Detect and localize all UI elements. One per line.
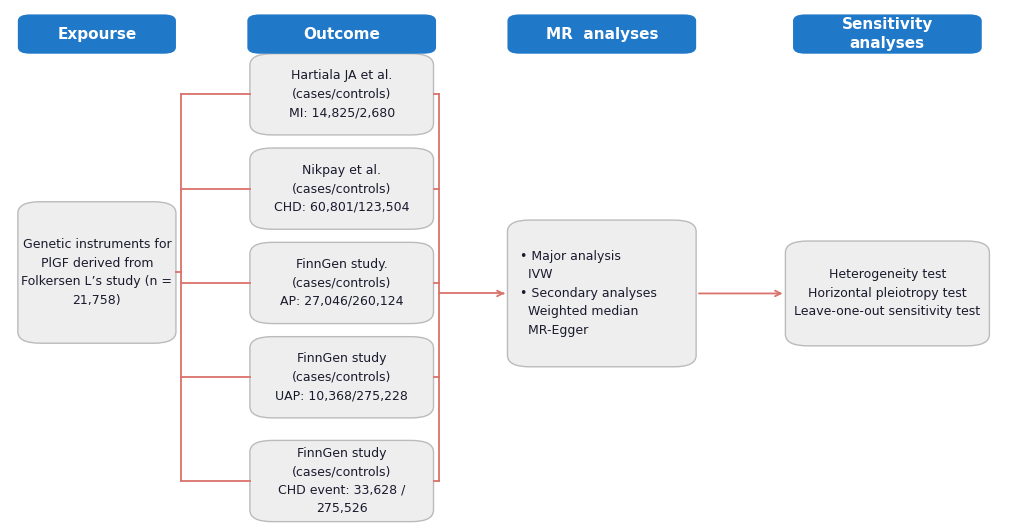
FancyBboxPatch shape bbox=[248, 14, 436, 54]
Text: Hartiala JA et al.
(cases/controls)
MI: 14,825/2,680: Hartiala JA et al. (cases/controls) MI: … bbox=[288, 69, 394, 119]
FancyBboxPatch shape bbox=[250, 148, 433, 230]
FancyBboxPatch shape bbox=[18, 202, 175, 343]
FancyBboxPatch shape bbox=[18, 14, 175, 54]
FancyBboxPatch shape bbox=[785, 241, 988, 346]
Text: Sensitivity
analyses: Sensitivity analyses bbox=[841, 17, 932, 51]
Text: MR  analyses: MR analyses bbox=[545, 27, 657, 41]
FancyBboxPatch shape bbox=[250, 242, 433, 323]
Text: FinnGen study.
(cases/controls)
AP: 27,046/260,124: FinnGen study. (cases/controls) AP: 27,0… bbox=[279, 258, 404, 308]
FancyBboxPatch shape bbox=[250, 337, 433, 418]
Text: FinnGen study
(cases/controls)
CHD event: 33,628 /
275,526: FinnGen study (cases/controls) CHD event… bbox=[278, 447, 405, 515]
FancyBboxPatch shape bbox=[250, 440, 433, 522]
Text: FinnGen study
(cases/controls)
UAP: 10,368/275,228: FinnGen study (cases/controls) UAP: 10,3… bbox=[275, 352, 408, 402]
Text: Outcome: Outcome bbox=[303, 27, 380, 41]
FancyBboxPatch shape bbox=[507, 14, 695, 54]
FancyBboxPatch shape bbox=[250, 54, 433, 135]
FancyBboxPatch shape bbox=[793, 14, 980, 54]
Text: Genetic instruments for
PlGF derived from
Folkersen L’s study (n =
21,758): Genetic instruments for PlGF derived fro… bbox=[21, 238, 172, 307]
Text: Nikpay et al.
(cases/controls)
CHD: 60,801/123,504: Nikpay et al. (cases/controls) CHD: 60,8… bbox=[274, 163, 409, 214]
Text: • Major analysis
  IVW
• Secondary analyses
  Weighted median
  MR-Egger: • Major analysis IVW • Secondary analyse… bbox=[520, 250, 656, 337]
Text: Heterogeneity test
Horizontal pleiotropy test
Leave-one-out sensitivity test: Heterogeneity test Horizontal pleiotropy… bbox=[794, 268, 979, 319]
FancyBboxPatch shape bbox=[507, 220, 695, 367]
Text: Expourse: Expourse bbox=[57, 27, 137, 41]
